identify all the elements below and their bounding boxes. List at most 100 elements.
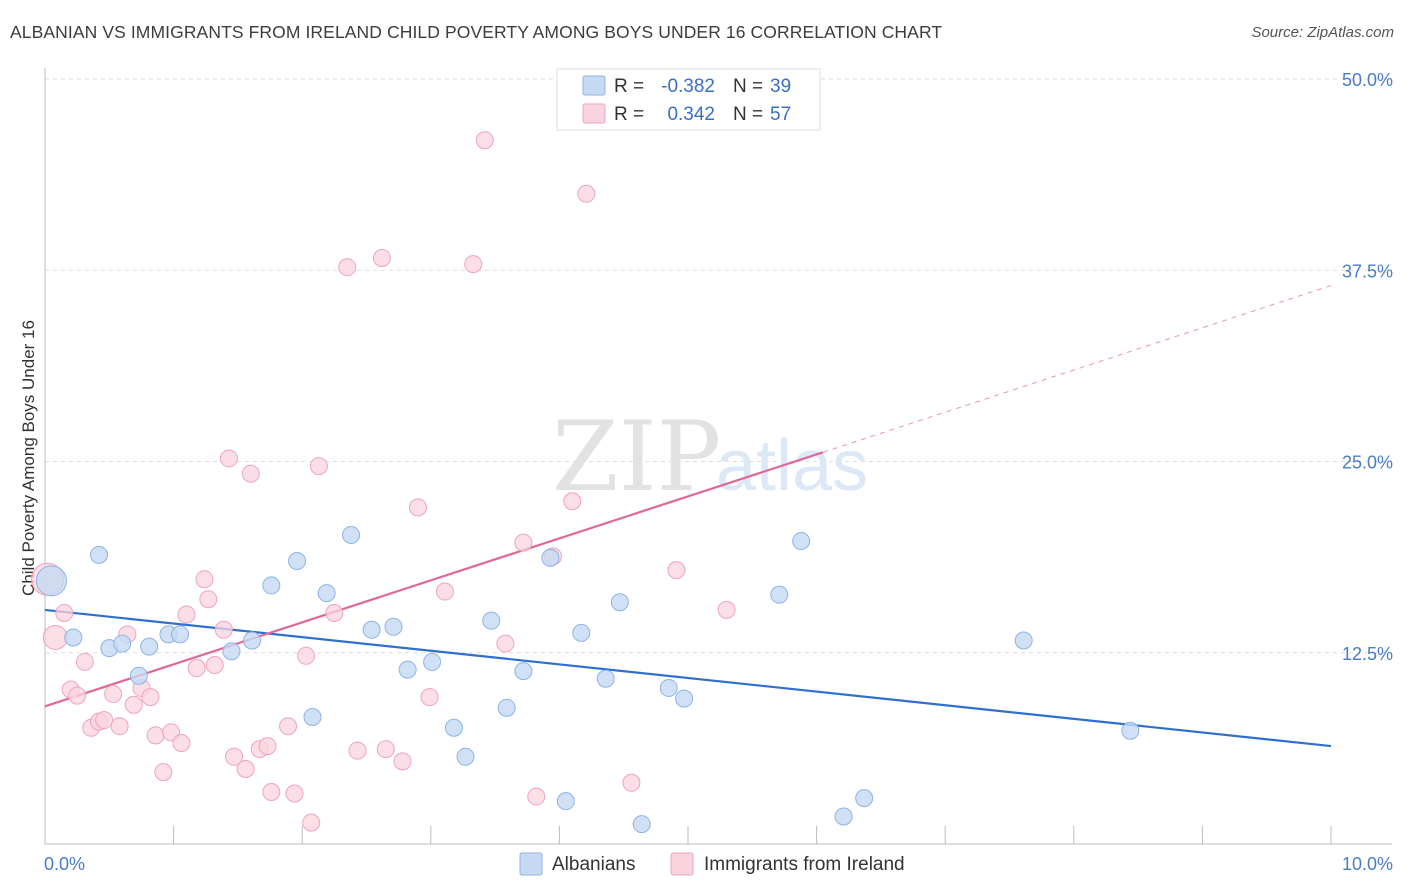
y-tick-label: 25.0% — [1342, 453, 1393, 473]
point-albanians — [64, 628, 83, 647]
point-albanians — [792, 532, 811, 551]
point-immigrants-from-ireland — [146, 726, 165, 745]
point-immigrants-from-ireland — [376, 740, 395, 759]
point-albanians — [1121, 721, 1140, 740]
point-albanians — [140, 637, 159, 656]
point-albanians — [1014, 631, 1033, 650]
point-immigrants-from-ireland — [297, 646, 316, 665]
y-axis-label: Child Poverty Among Boys Under 16 — [19, 320, 38, 596]
trend-line-immigrants-from-ireland — [44, 451, 824, 708]
point-immigrants-from-ireland — [241, 464, 260, 483]
point-albanians — [659, 678, 678, 697]
point-immigrants-from-ireland — [205, 655, 224, 674]
point-immigrants-from-ireland — [527, 787, 546, 806]
point-immigrants-from-ireland — [464, 255, 483, 274]
point-albanians — [362, 620, 381, 639]
x-tick-label: 0.0% — [44, 854, 85, 874]
point-immigrants-from-ireland — [141, 688, 160, 707]
legend-swatch-ireland — [582, 103, 606, 124]
point-albanians — [222, 642, 241, 661]
point-immigrants-from-ireland — [577, 184, 596, 203]
point-immigrants-from-ireland — [262, 782, 281, 801]
point-immigrants-from-ireland — [172, 734, 191, 753]
stats-legend: R = -0.382 N = 39 R = 0.342 N = 57 — [556, 68, 821, 131]
point-immigrants-from-ireland — [214, 620, 233, 639]
point-immigrants-from-ireland — [309, 457, 328, 476]
y-tick-label: 12.5% — [1342, 644, 1393, 664]
point-immigrants-from-ireland — [435, 582, 454, 601]
legend-n-label-ireland: N = — [733, 104, 763, 125]
point-immigrants-from-ireland — [622, 773, 641, 792]
point-immigrants-from-ireland — [563, 492, 582, 511]
point-immigrants-from-ireland — [302, 813, 321, 832]
point-immigrants-from-ireland — [187, 659, 206, 678]
bottom-legend-swatch-ireland — [670, 852, 694, 876]
watermark-atlas: atlas — [716, 426, 868, 506]
point-immigrants-from-ireland — [177, 605, 196, 624]
legend-n-value-albanians: 39 — [770, 76, 791, 97]
point-immigrants-from-ireland — [199, 590, 218, 609]
point-immigrants-from-ireland — [195, 570, 214, 589]
point-albanians — [541, 548, 560, 567]
point-albanians — [113, 634, 132, 653]
point-albanians — [556, 792, 575, 811]
series-legend: Albanians Immigrants from Ireland — [519, 852, 905, 876]
point-albanians — [632, 815, 651, 834]
point-albanians — [770, 585, 789, 604]
chart-title: ALBANIAN VS IMMIGRANTS FROM IRELAND CHIL… — [10, 22, 943, 42]
axes — [44, 68, 1392, 845]
point-albanians — [262, 576, 281, 595]
point-immigrants-from-ireland — [219, 449, 238, 468]
legend-r-label-albanians: R = — [614, 76, 644, 97]
bottom-legend-label-ireland: Immigrants from Ireland — [704, 854, 905, 875]
point-immigrants-from-ireland — [124, 695, 143, 714]
point-albanians — [855, 789, 874, 808]
point-immigrants-from-ireland — [236, 760, 255, 779]
point-albanians — [444, 718, 463, 737]
point-albanians — [610, 593, 629, 612]
point-immigrants-from-ireland — [408, 498, 427, 517]
point-albanians — [596, 669, 615, 688]
point-immigrants-from-ireland — [420, 688, 439, 707]
point-albanians — [288, 551, 307, 570]
x-tick-label: 10.0% — [1342, 854, 1393, 874]
y-tick-label: 37.5% — [1342, 261, 1393, 281]
point-immigrants-from-ireland — [338, 258, 357, 277]
bottom-legend-swatch-albanians — [519, 852, 543, 876]
point-albanians — [675, 689, 694, 708]
point-albanians — [514, 662, 533, 681]
point-albanians — [482, 611, 501, 630]
point-albanians — [572, 623, 591, 642]
point-immigrants-from-ireland — [475, 131, 494, 150]
point-immigrants-from-ireland — [496, 634, 515, 653]
point-immigrants-from-ireland — [667, 561, 686, 580]
point-albanians — [834, 807, 853, 826]
legend-r-value-ireland: 0.342 — [667, 104, 715, 125]
point-immigrants-from-ireland — [110, 717, 129, 736]
point-albanians — [497, 698, 516, 717]
tick-labels: 12.5% 25.0% 37.5% 50.0% 0.0% 10.0% — [44, 70, 1393, 874]
point-immigrants-from-ireland — [258, 737, 277, 756]
trend-line-albanians — [44, 608, 1332, 748]
point-immigrants-from-ireland — [285, 784, 304, 803]
legend-n-label-albanians: N = — [733, 76, 763, 97]
point-immigrants-from-ireland — [325, 603, 344, 622]
legend-r-value-albanians: -0.382 — [661, 76, 715, 97]
point-albanians — [129, 666, 148, 685]
point-immigrants-from-ireland — [55, 603, 74, 622]
point-albanians — [398, 660, 417, 679]
point-immigrants-from-ireland — [514, 533, 533, 552]
point-immigrants-from-ireland — [154, 763, 173, 782]
trend-line-extension-immigrants-from-ireland — [822, 285, 1332, 453]
point-immigrants-from-ireland — [68, 686, 87, 705]
point-immigrants-from-ireland — [279, 717, 298, 736]
point-immigrants-from-ireland — [348, 741, 367, 760]
point-albanians — [317, 584, 336, 603]
point-albanians — [384, 617, 403, 636]
legend-r-label-ireland: R = — [614, 104, 644, 125]
point-immigrants-from-ireland — [42, 624, 68, 650]
legend-n-value-ireland: 57 — [770, 104, 791, 125]
point-albanians — [423, 652, 442, 671]
point-immigrants-from-ireland — [75, 652, 94, 671]
